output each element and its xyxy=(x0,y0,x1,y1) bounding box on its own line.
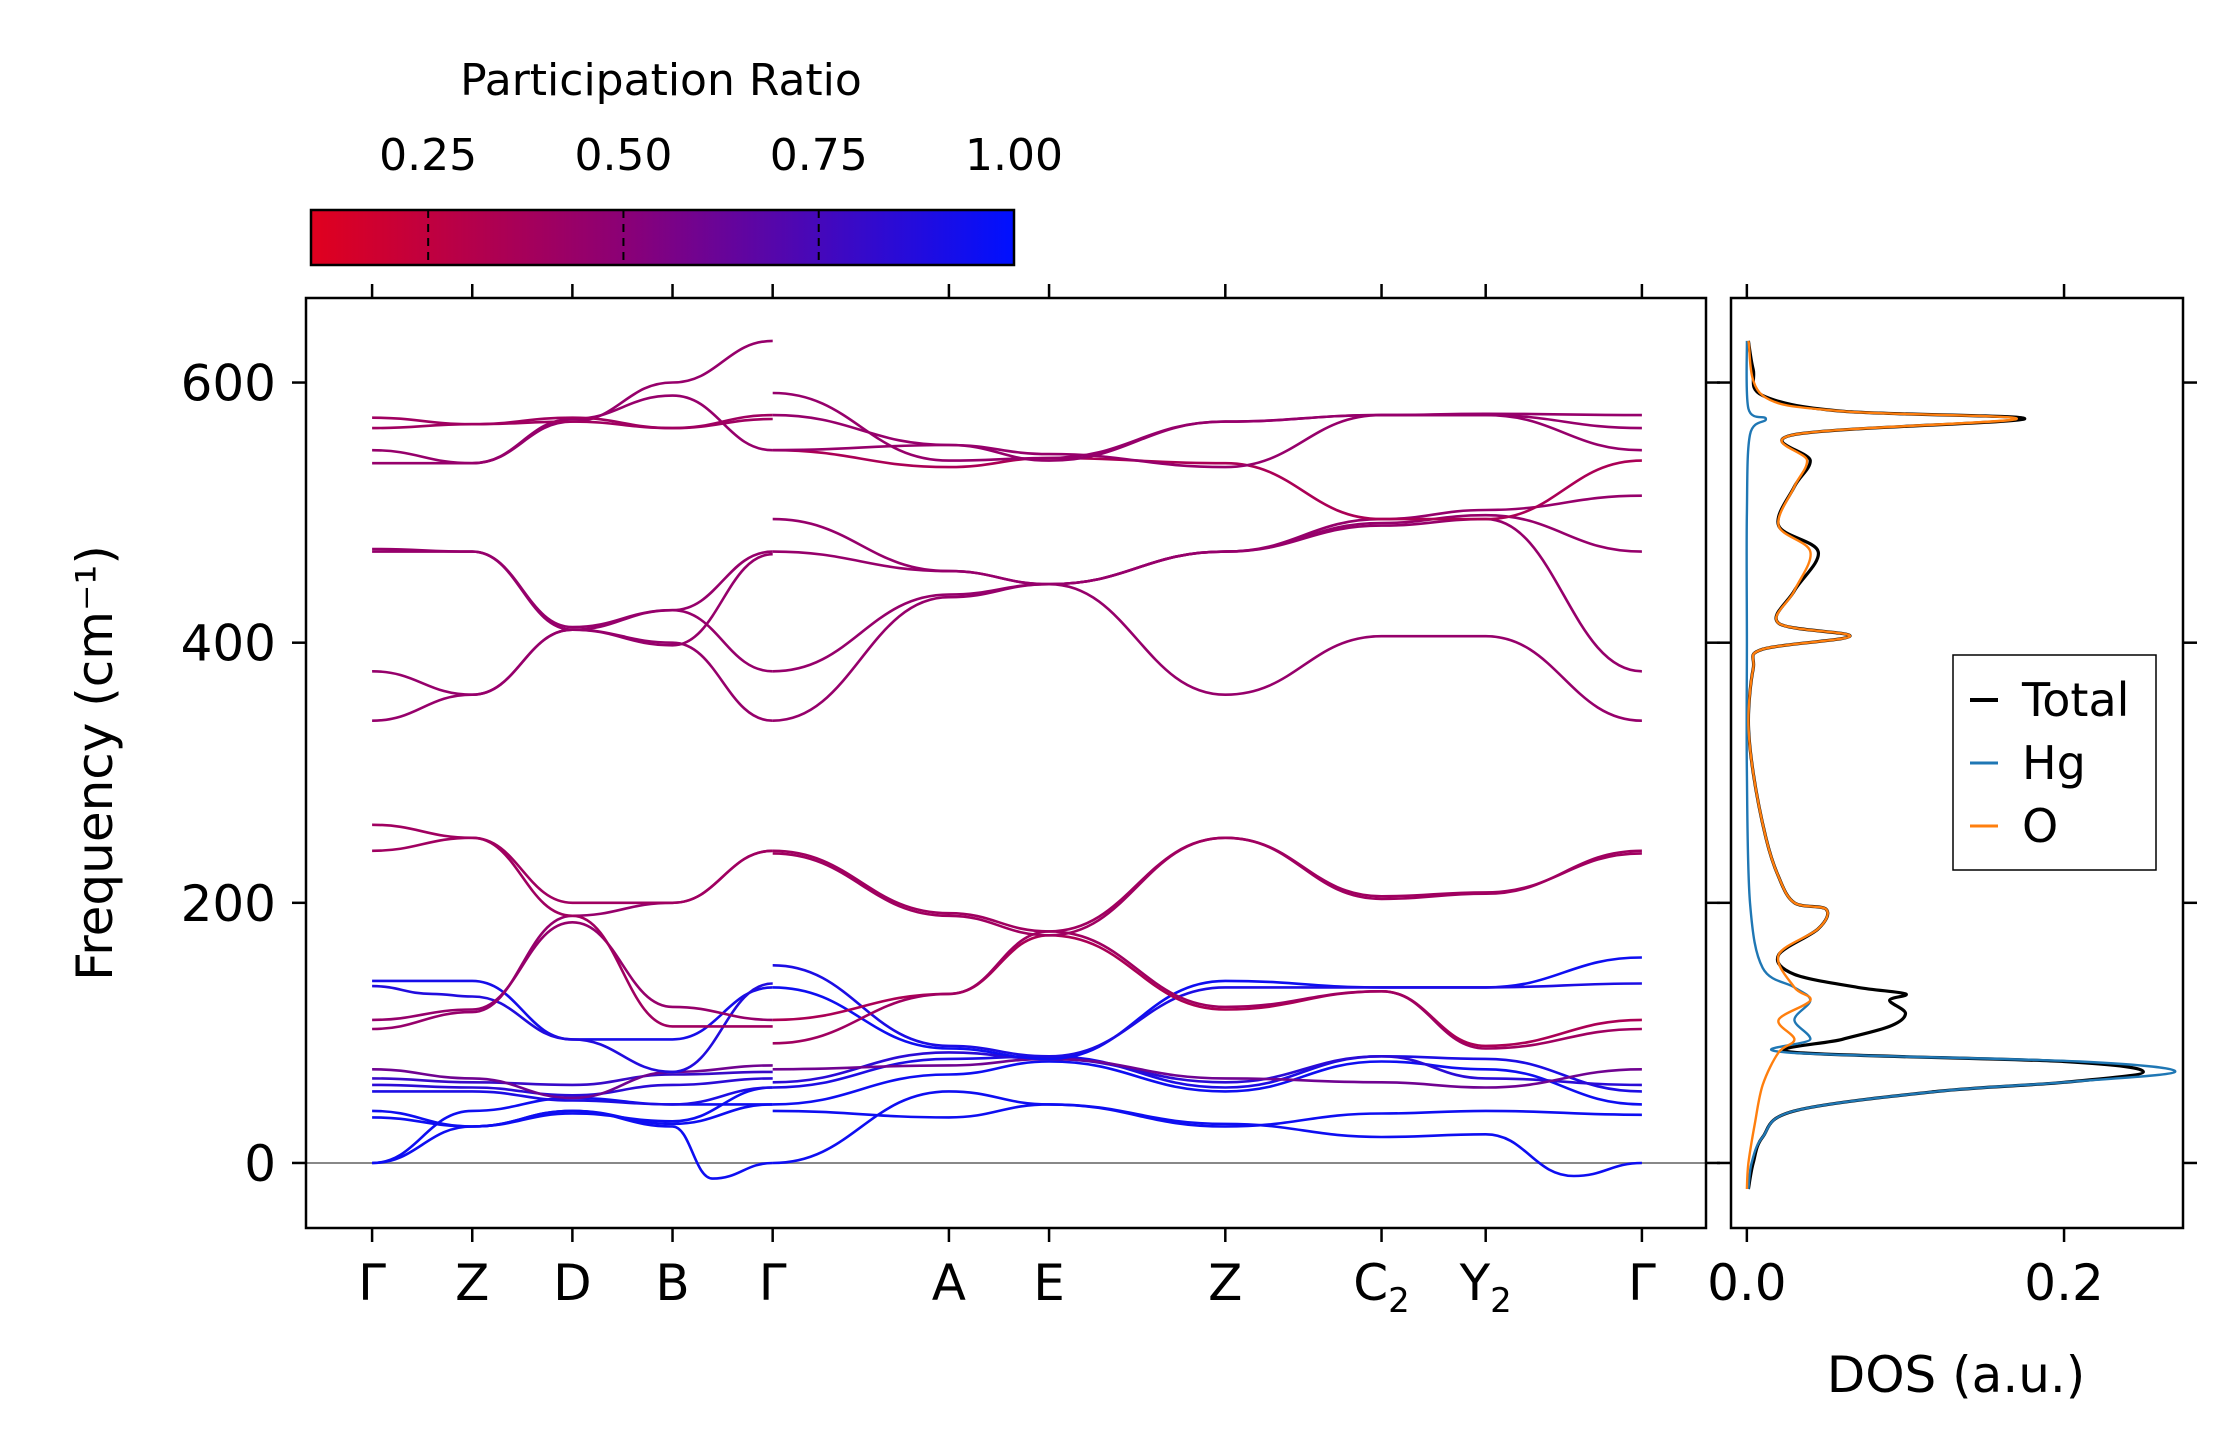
dos-x-tick-label: 0.0 xyxy=(1707,1254,1787,1312)
band-line xyxy=(372,823,773,1028)
kpoint-labels: Γ Z D B Γ A E Z C2 Y2 Γ xyxy=(358,1254,1656,1321)
dos-lines xyxy=(1745,340,2177,1190)
dos-x-axis-label: DOS (a.u.) xyxy=(1827,1346,2086,1404)
colorbar-tick-labels: 0.25 0.50 0.75 1.00 xyxy=(379,130,1063,181)
colorbar: Participation Ratio 0.25 0.50 0.75 1.00 xyxy=(309,55,1063,267)
dos-x-tick-label: 0.2 xyxy=(2024,1254,2104,1312)
kpoint-label: Γ xyxy=(1628,1254,1656,1312)
band-line xyxy=(772,494,1642,586)
y-tick-labels: 0 200 400 600 xyxy=(181,355,276,1193)
legend-entries: Total Hg O xyxy=(1970,673,2129,853)
band-line xyxy=(372,413,773,430)
band-line xyxy=(372,1096,773,1165)
band-line xyxy=(372,1086,773,1128)
band-structure-panel: 0 200 400 600 Γ Z D B Γ A E Z C2 Y2 Γ Frequency (cm⁻¹… xyxy=(66,284,1720,1321)
legend-label: Total xyxy=(2021,673,2129,727)
band-line xyxy=(772,391,1642,462)
kpoint-label: B xyxy=(655,1254,689,1312)
band-line xyxy=(372,339,773,465)
colorbar-tick-label: 0.75 xyxy=(770,130,868,181)
colorbar-tick-label: 0.25 xyxy=(379,130,477,181)
band-line xyxy=(772,1060,1642,1106)
band-line xyxy=(772,1103,1642,1128)
kpoint-label: C2 xyxy=(1353,1254,1410,1321)
band-line xyxy=(372,1077,773,1097)
y-tick-label: 200 xyxy=(181,875,276,933)
kpoint-label: Γ xyxy=(759,1254,787,1312)
colorbar-title: Participation Ratio xyxy=(460,55,862,106)
dos-line-hg xyxy=(1745,340,2177,1190)
kpoint-label: D xyxy=(553,1254,592,1312)
band-line xyxy=(772,1054,1642,1093)
legend-label: O xyxy=(2022,799,2058,853)
band-line xyxy=(372,628,773,722)
colorbar-gradient-bar xyxy=(309,208,1016,267)
dos-line-o xyxy=(1745,340,2018,1190)
dos-plot-frame xyxy=(1729,296,2185,1230)
y-axis-label-text: Frequency (cm⁻¹) xyxy=(66,545,124,981)
band-line xyxy=(372,1103,773,1128)
band-line xyxy=(772,930,1642,1050)
band-line xyxy=(772,1057,1642,1089)
kpoint-label: E xyxy=(1033,1254,1065,1312)
band-line xyxy=(772,1051,1642,1087)
band-line xyxy=(372,394,773,465)
band-line xyxy=(772,836,1642,933)
colorbar-tick-label: 0.50 xyxy=(574,130,672,181)
kpoint-label: A xyxy=(932,1254,966,1312)
band-line xyxy=(372,920,773,1022)
band-line xyxy=(372,1070,773,1087)
legend-label: Hg xyxy=(2022,736,2086,790)
colorbar-ticks xyxy=(427,210,820,265)
band-line xyxy=(772,836,1642,937)
band-line xyxy=(372,550,773,673)
band-line xyxy=(772,964,1642,1058)
band-line xyxy=(772,448,1642,521)
dos-x-tick-labels: 0.0 0.2 xyxy=(1707,1254,2104,1312)
y-axis-label: Frequency (cm⁻¹) xyxy=(66,545,124,981)
dos-axis-ticks xyxy=(1717,284,2197,1242)
band-line xyxy=(372,982,773,1074)
y-tick-label: 600 xyxy=(181,355,276,413)
kpoint-label: Y2 xyxy=(1459,1254,1512,1321)
kpoint-label: Γ xyxy=(358,1254,386,1312)
band-line xyxy=(372,550,773,722)
colorbar-tick-label: 1.00 xyxy=(965,130,1063,181)
band-line xyxy=(372,547,773,647)
band-axis-ticks xyxy=(292,284,1720,1242)
kpoint-label: Z xyxy=(455,1254,489,1312)
band-line xyxy=(372,1086,773,1106)
kpoint-label: Z xyxy=(1208,1254,1242,1312)
y-tick-label: 0 xyxy=(244,1135,276,1193)
band-plot-frame xyxy=(304,296,1708,1230)
band-line xyxy=(372,836,773,905)
dos-panel: 0.0 0.2 DOS (a.u.) Total Hg O xyxy=(1707,284,2197,1404)
band-lines xyxy=(372,339,1642,1180)
band-line xyxy=(372,849,773,1031)
band-line xyxy=(772,582,1642,722)
band-line xyxy=(772,517,1642,673)
band-line xyxy=(372,1064,773,1100)
dos-legend: Total Hg O xyxy=(1952,654,2157,871)
band-line xyxy=(772,933,1642,1048)
y-tick-label: 400 xyxy=(181,615,276,673)
